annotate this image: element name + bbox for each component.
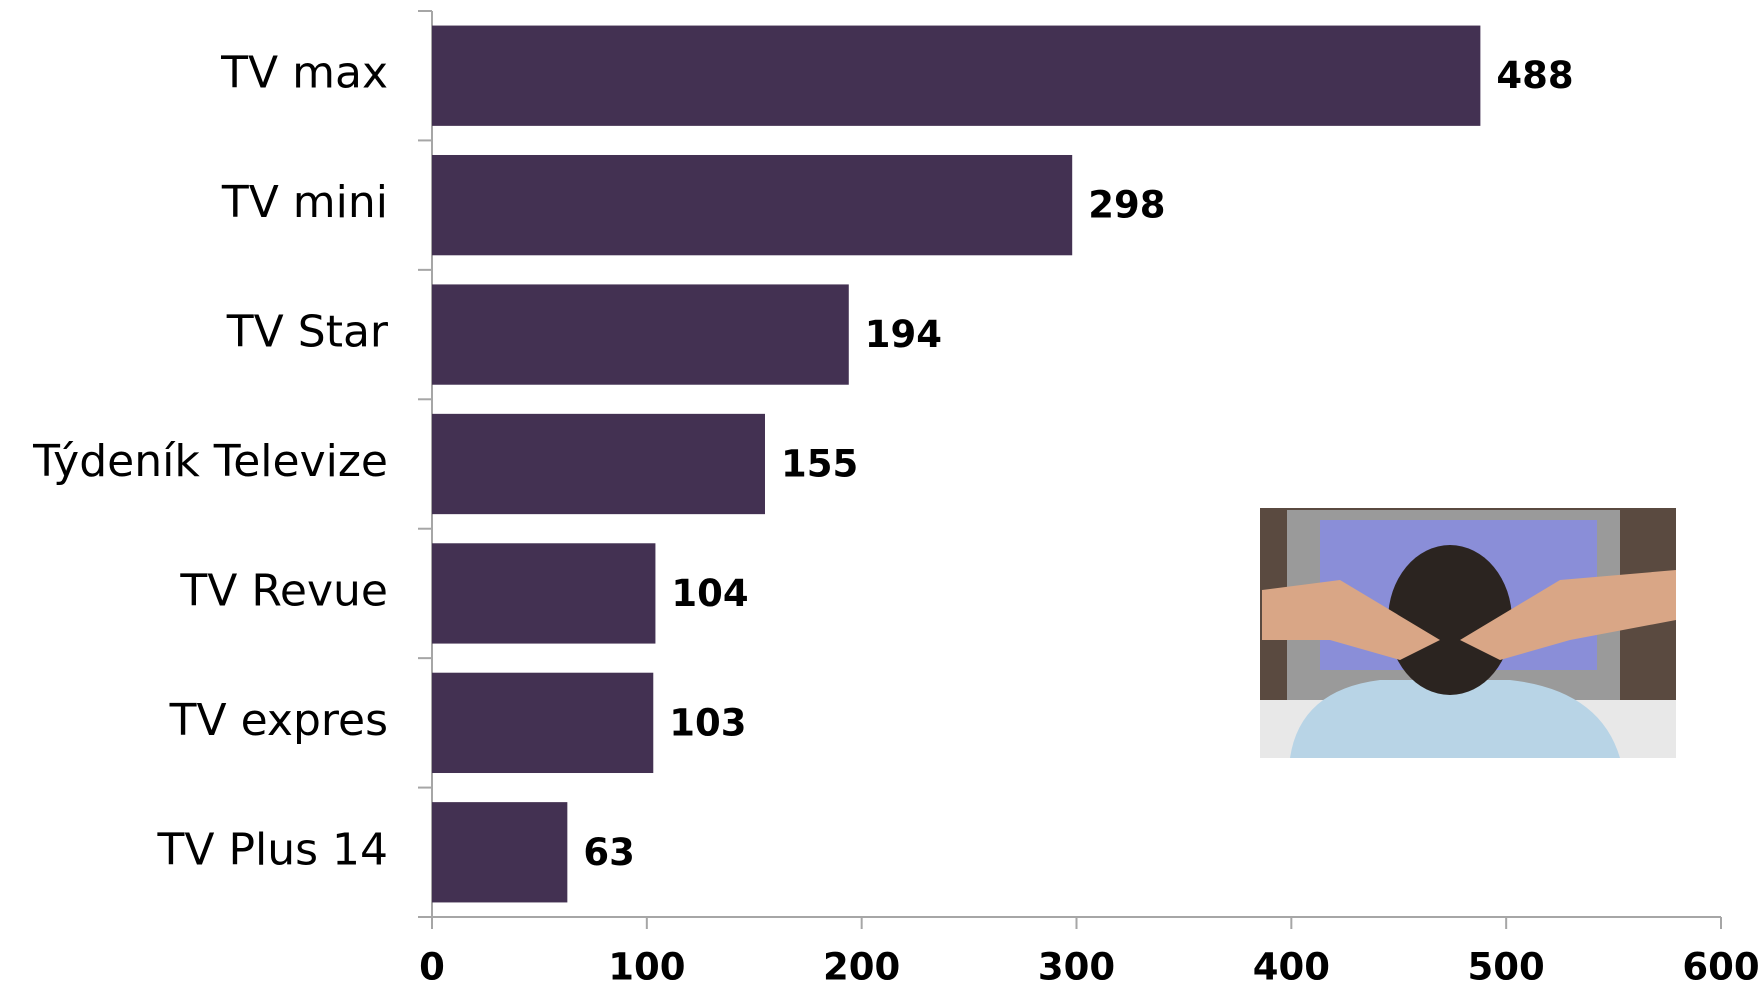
x-tick-label: 500 — [1468, 946, 1545, 987]
y-tick-label: TV expres — [169, 695, 388, 746]
bar — [432, 154, 1073, 256]
value-label: 104 — [671, 572, 748, 615]
shirt — [1290, 680, 1620, 758]
right-arm — [1460, 570, 1676, 660]
y-tick-label: TV max — [220, 48, 388, 99]
value-label: 194 — [865, 313, 942, 356]
y-tick-label: TV mini — [221, 177, 388, 228]
value-label: 103 — [669, 701, 746, 744]
bar — [432, 413, 765, 515]
value-label: 63 — [583, 831, 635, 874]
y-tick-label: TV Star — [226, 307, 389, 358]
x-tick-label: 200 — [823, 946, 900, 987]
value-label: 155 — [781, 443, 858, 486]
y-tick-label: TV Revue — [179, 565, 388, 616]
x-tick-label: 0 — [419, 946, 445, 987]
x-tick-label: 400 — [1253, 946, 1330, 987]
bar — [432, 543, 656, 644]
left-arm — [1262, 580, 1440, 660]
x-tick-label: 600 — [1682, 946, 1759, 987]
bar — [432, 25, 1481, 126]
bar — [432, 284, 849, 385]
x-tick-label: 100 — [608, 946, 685, 987]
y-tick-label: TV Plus 14 — [156, 824, 388, 875]
bar — [432, 672, 654, 774]
y-tick-label: Týdeník Televize — [32, 436, 388, 487]
photo-illustration — [1260, 508, 1676, 758]
value-label: 488 — [1496, 54, 1573, 97]
x-tick-label: 300 — [1038, 946, 1115, 987]
bar — [432, 802, 568, 903]
value-label: 298 — [1088, 184, 1165, 227]
head — [1388, 545, 1512, 695]
